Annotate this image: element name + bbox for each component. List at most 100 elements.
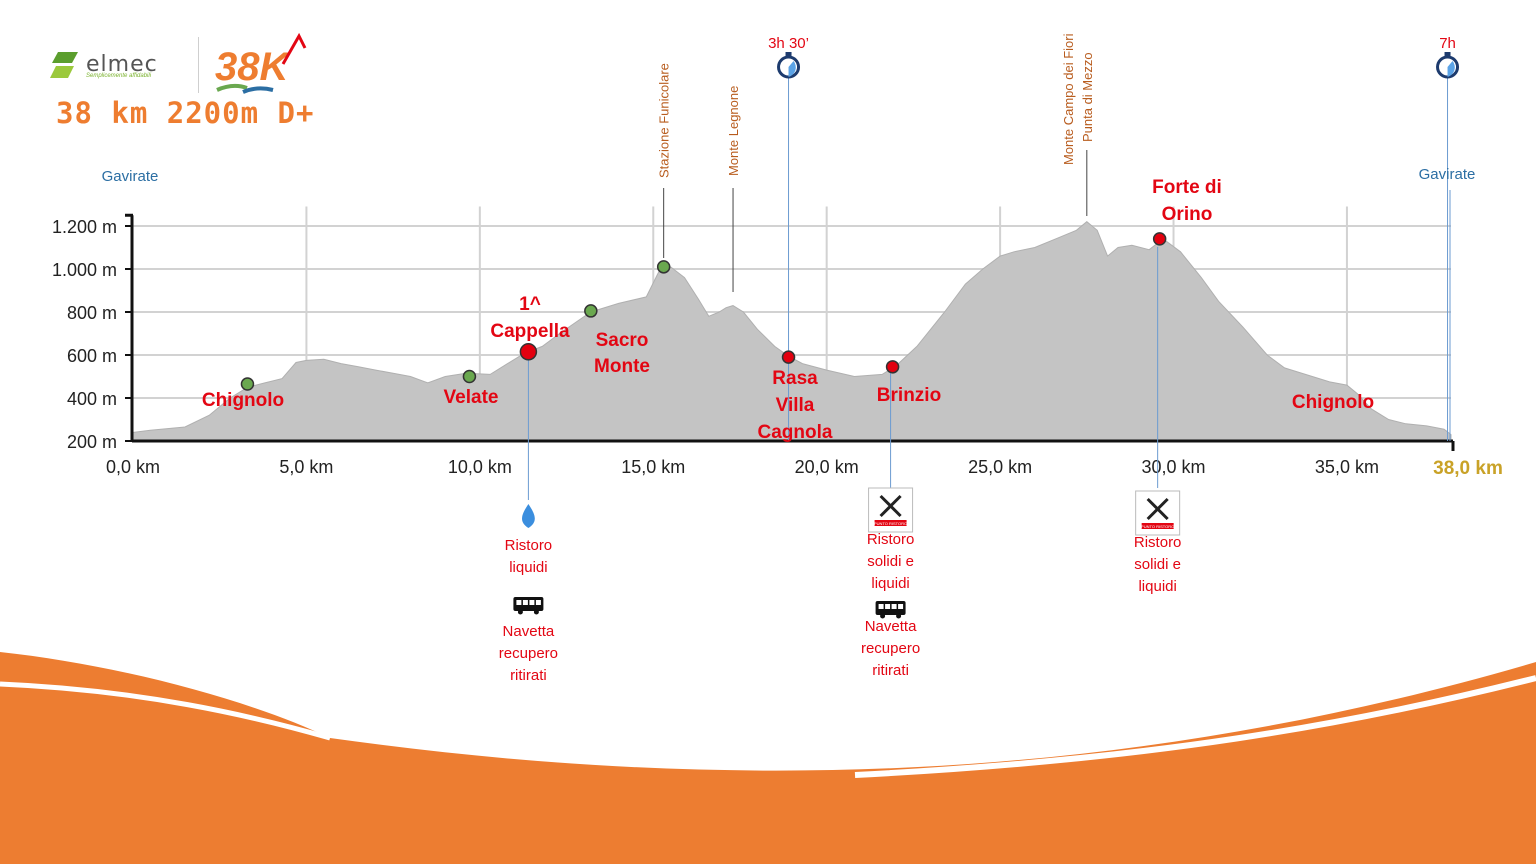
y-tick-label: 1.200 m xyxy=(52,217,117,237)
food-icon-caption: PUNTO RISTORO xyxy=(874,521,907,526)
stopwatch-dial xyxy=(1447,61,1455,77)
waypoint-marker xyxy=(885,360,900,374)
shuttle-bus-icon xyxy=(513,597,544,615)
time-check-label: 7h xyxy=(1439,35,1456,52)
waypoint-marker xyxy=(1152,232,1167,246)
waypoint-marker xyxy=(584,304,598,318)
x-tick-label: 10,0 km xyxy=(448,457,512,477)
x-tick-label: 25,0 km xyxy=(968,457,1032,477)
food-icon-caption: PUNTO RISTORO xyxy=(1141,524,1174,529)
bus-window xyxy=(522,600,528,605)
food-station-icon: PUNTO RISTORO xyxy=(1135,490,1181,536)
waypoint-label: Chignolo xyxy=(202,390,284,411)
spoon-shape xyxy=(1146,497,1169,521)
race-headline: 38 km 2200m D+ xyxy=(56,96,315,130)
x-tick-label: 0,0 km xyxy=(106,457,160,477)
bus-wheel xyxy=(896,613,902,619)
waypoint-label: Cagnola xyxy=(758,422,833,443)
bus-wheel xyxy=(533,609,539,615)
shuttle-bus-icon xyxy=(875,601,906,619)
waypoint-label: Brinzio xyxy=(877,385,941,406)
x-end-label: 38,0 km xyxy=(1433,458,1503,479)
waypoint-marker xyxy=(462,369,477,384)
x-tick-label: 20,0 km xyxy=(795,457,859,477)
aid-icons: PUNTO RISTORO PUNTO RISTORO xyxy=(513,52,1460,619)
food-icon-banner xyxy=(874,520,907,526)
waypoint-label: Villa xyxy=(776,395,815,416)
stopwatch-icon xyxy=(1436,52,1460,79)
y-tick-label: 800 m xyxy=(67,303,117,323)
aid-station-label: Ristoro xyxy=(867,531,915,548)
elmec-wordmark: elmec xyxy=(86,51,158,77)
waypoint-label: Rasa xyxy=(772,368,818,389)
waypoint-marker xyxy=(240,377,255,391)
aid-station-label: Ristoro xyxy=(505,537,553,554)
bus-window xyxy=(878,604,884,609)
elmec-logo: elmec Semplicemente affidabili xyxy=(50,50,158,80)
brand-divider xyxy=(197,37,199,93)
stopwatch-crown xyxy=(1444,52,1451,56)
food-icon-banner xyxy=(1141,523,1174,529)
summit-label: Stazione Funicolare xyxy=(657,63,672,178)
summit-label: Punta di Mezzo xyxy=(1080,52,1095,142)
water-drop-shape xyxy=(522,504,535,528)
x-tick-label: 35,0 km xyxy=(1315,457,1379,477)
bus-window xyxy=(891,604,897,609)
water-drop-icon xyxy=(522,504,535,528)
x-tick-label: 30,0 km xyxy=(1142,457,1206,477)
x-tick-label: 5,0 km xyxy=(279,457,333,477)
elmec-tagline: Semplicemente affidabili xyxy=(86,72,152,79)
y-tick-label: 600 m xyxy=(67,346,117,366)
y-tick-label: 400 m xyxy=(67,389,117,409)
bus-window xyxy=(535,600,541,605)
waypoint-label: Velate xyxy=(444,387,499,408)
waypoint-label: 1^ xyxy=(519,294,541,315)
waypoint-label: Forte di xyxy=(1152,177,1222,198)
waypoint-label: Monte xyxy=(594,356,650,377)
x-tick-label: 15,0 km xyxy=(621,457,685,477)
time-check-label: 3h 30’ xyxy=(768,35,809,52)
shuttle-label: recupero xyxy=(861,640,920,657)
shuttle-label: Navetta xyxy=(503,623,555,640)
summit-label: Monte Campo dei Fiori xyxy=(1061,33,1076,165)
stopwatch-icon xyxy=(777,52,801,79)
bus-window xyxy=(529,600,535,605)
finish-label: Gavirate xyxy=(1419,166,1476,183)
elmec-leaf-icon xyxy=(50,52,78,78)
bus-wheel xyxy=(880,613,886,619)
bus-window xyxy=(898,604,904,609)
stopwatch-crown xyxy=(785,52,792,56)
summit-label: Monte Legnone xyxy=(726,86,741,176)
aid-station-label: Ristoro xyxy=(1134,534,1182,551)
aid-station-label: solidi e xyxy=(867,553,914,570)
shuttle-label: recupero xyxy=(499,645,558,662)
shuttle-label: Navetta xyxy=(865,618,917,635)
food-station-icon: PUNTO RISTORO xyxy=(868,487,914,533)
brand-header: elmec Semplicemente affidabili 38K xyxy=(50,30,323,100)
waypoint-marker xyxy=(781,350,796,364)
stopwatch-dial xyxy=(788,61,796,77)
event-logo-38k: 38K xyxy=(215,32,307,94)
y-tick-label: 200 m xyxy=(67,432,117,452)
axes: 200 m 400 m 600 m 800 m 1.000 m 1.200 m 0,0 km… xyxy=(52,213,1503,479)
bus-window xyxy=(516,600,522,605)
spoon-shape xyxy=(879,494,902,518)
bus-wheel xyxy=(517,609,523,615)
waypoint-label: Orino xyxy=(1162,204,1213,225)
waypoint-marker xyxy=(656,260,671,274)
leader-lines xyxy=(527,77,1451,500)
waypoint-marker xyxy=(519,343,538,361)
waypoint-label: Sacro xyxy=(596,330,649,351)
bus-window xyxy=(885,604,891,609)
y-tick-label: 1.000 m xyxy=(52,260,117,280)
aid-station-label: liquidi xyxy=(871,575,909,592)
waypoint-markers xyxy=(240,232,1167,391)
shuttle-label: ritirati xyxy=(872,662,909,679)
aid-station-label: liquidi xyxy=(509,559,547,576)
start-label: Gavirate xyxy=(102,168,159,185)
event-logo-text: 38K xyxy=(215,45,291,89)
waypoint-label: Chignolo xyxy=(1292,392,1374,413)
waypoint-label: Cappella xyxy=(490,321,570,342)
